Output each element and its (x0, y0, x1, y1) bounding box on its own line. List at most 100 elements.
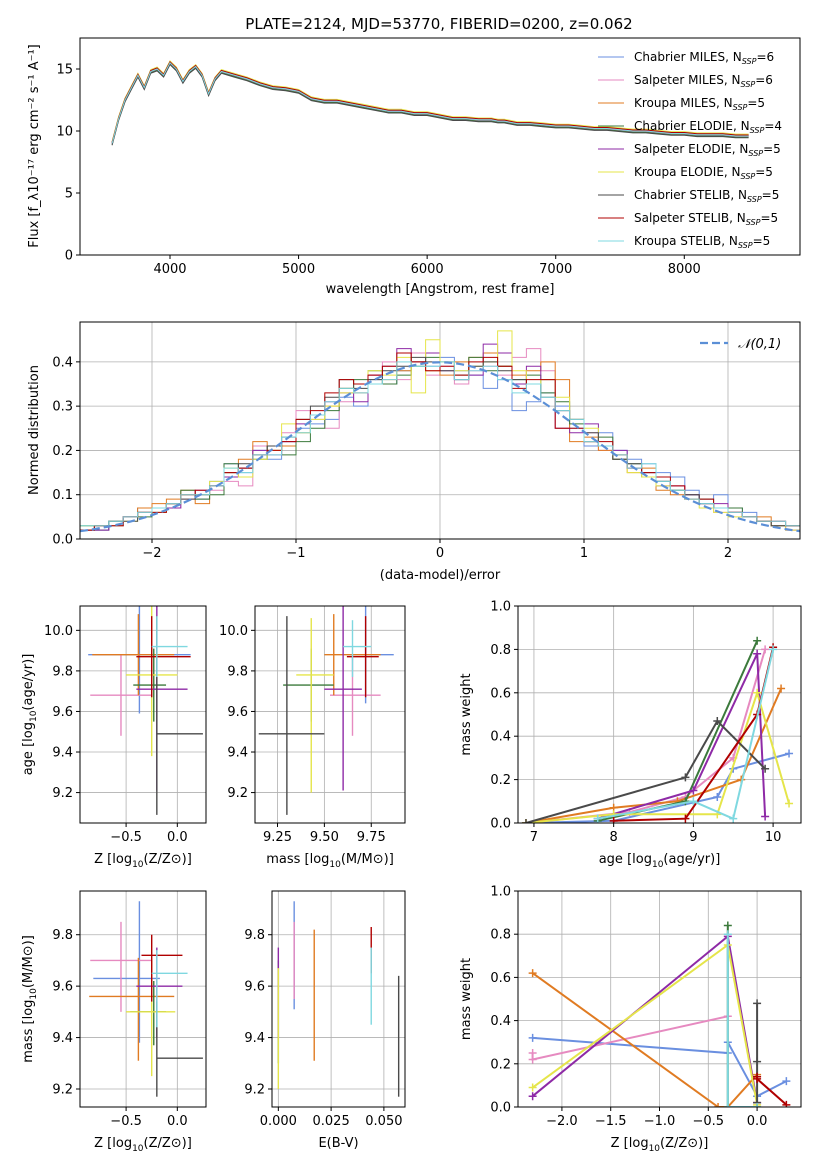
spectrum-panel: 4000 5000 6000 7000 8000 0 5 10 15 Chabrier MILE… (27, 37, 801, 297)
z-weight-line-4 (531, 934, 759, 1103)
z-age-xtick-label: −0.5 (110, 830, 142, 845)
age-weight-marker (713, 717, 722, 726)
z-age-ylabel: age [log10(age/yr)] (21, 654, 39, 776)
ebv-mass-panel: 0.000 0.025 0.050 9.2 9.4 9.6 9.8 E(B-V) (244, 890, 406, 1151)
z-weight-ticks: −2.0 −1.5 −1.0 −0.5 0.0 0.0 0.2 0.4 0.6 0.8 1.0 (490, 885, 767, 1130)
z-weight-xlabel: Z [log10(Z/Z⊙)] (611, 1136, 709, 1154)
z-age-errorbar-4 (136, 606, 188, 791)
z-age-xtick-label: 0.0 (167, 830, 188, 845)
z-mass-xtick-label: 0.0 (167, 1114, 188, 1129)
z-age-errorbar-2 (92, 614, 175, 696)
age-weight-ytick-label: 0.6 (490, 686, 511, 701)
age-weight-marker (777, 684, 786, 693)
age-weight-marker (769, 645, 778, 654)
age-weight-marker (681, 773, 690, 782)
model-spectrum-6 (111, 63, 749, 146)
z-mass-ytick-label: 9.6 (52, 980, 73, 995)
mass-age-errorbar-8 (343, 620, 372, 677)
spectrum-legend-label: Salpeter ELODIE, NSSP=5 (634, 142, 781, 158)
ebv-mass-xtick-label: 0.000 (260, 1114, 297, 1129)
figure-title: PLATE=2124, MJD=53770, FIBERID=0200, z=0… (245, 15, 632, 33)
z-mass-xlabel: Z [log10(Z/Z⊙)] (94, 1136, 192, 1154)
z-weight-marker (528, 1092, 537, 1101)
ebv-mass-ytick-label: 9.6 (244, 980, 265, 995)
mass-age-errorbar-1 (330, 654, 381, 736)
z-weight-marker (723, 921, 732, 930)
z-weight-marker (753, 999, 762, 1008)
z-weight-line-2 (532, 972, 758, 1107)
spectrum-legend-label: Kroupa MILES, NSSP=5 (634, 96, 765, 112)
spectrum-xtick-label: 7000 (539, 262, 572, 277)
z-age-ytick-label: 9.6 (52, 705, 73, 720)
age-weight-xtick-label: 8 (610, 830, 618, 845)
ebv-mass-xtick-label: 0.025 (313, 1114, 350, 1129)
age-weight-marker (753, 649, 762, 658)
age-weight-marker (785, 749, 794, 758)
z-mass-errorbar-7 (141, 934, 183, 1002)
z-mass-panel: −0.5 0.0 9.2 9.4 9.6 9.8 Z [log10(Z/Z⊙)] mass [… (21, 890, 207, 1154)
z-age-marks (88, 606, 203, 815)
z-age-panel: −0.5 0.0 9.2 9.4 9.6 9.8 10.0 Z [log10(Z/Z⊙)] ag… (21, 605, 207, 870)
z-age-errorbar-7 (136, 616, 191, 698)
z-age-errorbar-1 (90, 654, 152, 736)
z-weight-xtick-label: −0.5 (693, 1114, 725, 1129)
z-weight-panel: −2.0 −1.5 −1.0 −0.5 0.0 0.0 0.2 0.4 0.6 0.8 1.0 Z [… (459, 885, 802, 1154)
residual-legend-label: 𝒩(0,1) (738, 337, 781, 352)
age-weight-marker (753, 688, 762, 697)
z-mass-errorbar-2 (89, 957, 175, 1061)
age-weight-marker (689, 797, 698, 806)
spectrum-legend-label: Kroupa STELIB, NSSP=5 (634, 234, 770, 250)
spectrum-legend-label: Chabrier STELIB, NSSP=5 (634, 188, 779, 204)
mass-age-errorbar-3 (283, 648, 334, 722)
ebv-mass-marks (277, 901, 400, 1097)
mass-age-axes-frame (254, 605, 406, 824)
age-weight-xtick-label: 10 (765, 830, 782, 845)
z-age-axes-frame (79, 605, 207, 824)
z-weight-marks (528, 921, 791, 1107)
z-mass-marks (89, 901, 203, 1097)
z-weight-xtick-label: −1.5 (595, 1114, 627, 1129)
z-weight-ytick-label: 0.6 (490, 971, 511, 986)
age-weight-line-3 (597, 640, 759, 822)
residual-xlabel: (data-model)/error (380, 568, 501, 583)
age-weight-marker (609, 816, 618, 823)
age-weight-line-6 (525, 719, 766, 823)
z-mass-axes-frame (79, 890, 207, 1108)
residual-ytick-label: 0.2 (52, 444, 73, 459)
age-weight-marks (521, 636, 794, 823)
z-mass-errorbar-6 (156, 1001, 203, 1097)
z-weight-ytick-label: 0.8 (490, 928, 511, 943)
age-weight-marker (729, 814, 738, 823)
z-mass-ytick-label: 9.8 (52, 928, 73, 943)
mass-age-errorbar-5 (296, 618, 334, 793)
mass-age-xtick-label: 9.50 (310, 830, 339, 845)
z-weight-line-5 (532, 943, 759, 1105)
age-weight-ylabel: mass weight (459, 673, 474, 755)
z-weight-marker (753, 1074, 762, 1083)
age-weight-marker (593, 814, 602, 823)
spectrum-legend-label: Chabrier ELODIE, NSSP=4 (634, 119, 782, 135)
spectrum-ytick-label: 5 (65, 187, 73, 202)
mass-age-ticks: 9.25 9.50 9.75 9.2 9.4 9.6 9.8 10.0 (219, 624, 386, 845)
model-spectrum-5 (111, 60, 749, 142)
ebv-mass-xlabel: E(B-V) (318, 1136, 358, 1151)
age-weight-marker (681, 814, 690, 823)
z-weight-ytick-label: 0.4 (490, 1014, 511, 1029)
z-weight-xtick-label: −1.0 (644, 1114, 676, 1129)
residual-ytick-label: 0.1 (52, 488, 73, 503)
mass-age-ytick-label: 9.2 (227, 786, 248, 801)
spectrum-xtick-label: 6000 (411, 262, 444, 277)
z-mass-ticks: −0.5 0.0 9.2 9.4 9.6 9.8 (52, 928, 187, 1129)
spectrum-xtick-label: 8000 (668, 262, 701, 277)
mass-age-marks (258, 606, 394, 815)
z-mass-errorbar-1 (90, 921, 152, 1012)
mass-age-ytick-label: 9.4 (227, 746, 248, 761)
age-weight-ytick-label: 0.2 (490, 773, 511, 788)
age-weight-marker (785, 799, 794, 808)
z-mass-errorbar-0 (93, 901, 160, 1043)
age-weight-xtick-label: 7 (530, 830, 538, 845)
z-mass-xtick-label: −0.5 (110, 1114, 142, 1129)
mass-age-errorbar-6 (258, 616, 325, 815)
residual-ticks: −2 −1 0 1 2 0.0 0.1 0.2 0.3 0.4 (52, 355, 732, 561)
ebv-mass-gridlines (272, 891, 405, 1107)
